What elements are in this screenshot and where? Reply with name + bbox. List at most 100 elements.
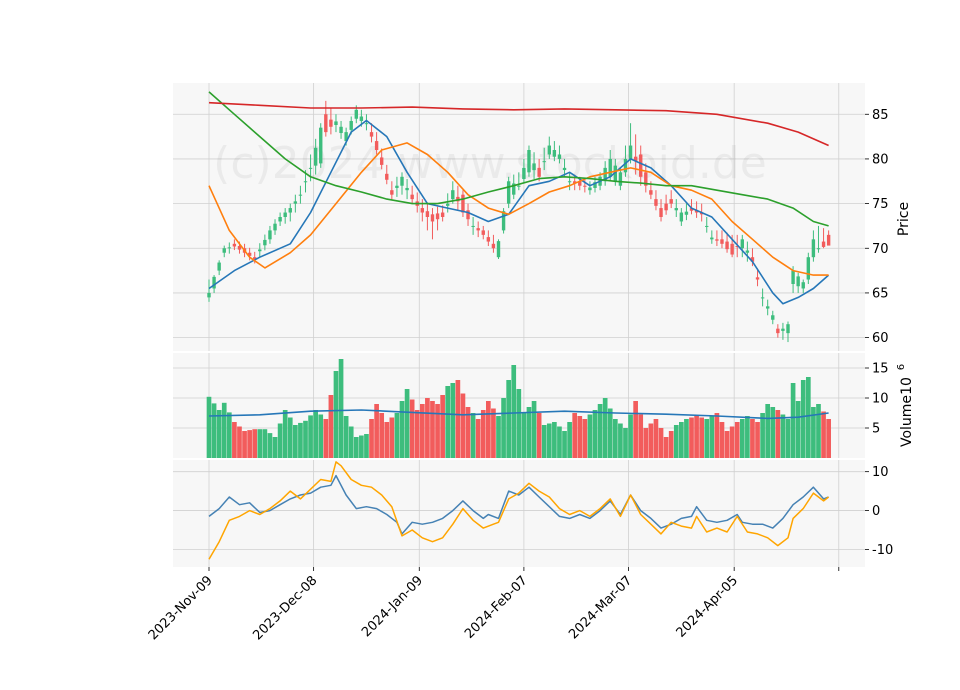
volume-bar (419, 404, 425, 458)
volume-bar (318, 414, 324, 458)
candle-body (491, 243, 496, 249)
candle-body (247, 252, 252, 256)
price-tick-label: 65 (872, 286, 889, 301)
candle-body (456, 196, 460, 202)
volume-bars (206, 359, 831, 458)
candle-body (811, 239, 816, 258)
volume-bar (394, 413, 400, 458)
volume-scale-label: 10 (899, 377, 915, 395)
volume-bar (470, 413, 476, 458)
candle-body (806, 257, 811, 280)
volume-bar (709, 416, 715, 458)
candle-body (725, 241, 729, 250)
candle-body (476, 228, 480, 231)
candle-body (588, 187, 592, 191)
volume-bar (272, 437, 278, 458)
candle-body (461, 194, 465, 213)
candle-body (745, 250, 750, 253)
candle-body (562, 167, 567, 171)
candle-body (801, 282, 805, 289)
volume-scale-exponent: 6 (896, 364, 907, 370)
candle-body (679, 212, 684, 222)
candle-body (232, 243, 237, 247)
candle-body (222, 248, 226, 253)
candle-body (623, 158, 628, 173)
volume-bar (298, 422, 303, 458)
candle-body (374, 141, 379, 150)
volume-bar (597, 404, 603, 458)
candle-body (750, 257, 755, 262)
candle-body (771, 315, 775, 320)
candle-body (268, 230, 272, 240)
candle-body (583, 185, 587, 187)
volume-bar (679, 422, 684, 458)
oscillator-tick-label: 10 (872, 465, 889, 480)
volume-bar (602, 398, 608, 458)
candle-body (659, 208, 663, 217)
candle-body (451, 190, 455, 200)
candle-body (501, 211, 506, 231)
volume-bar (745, 416, 750, 458)
volume-bar (409, 399, 415, 458)
candle-body (217, 262, 221, 271)
volume-bar (633, 401, 638, 458)
volume-bar (491, 408, 496, 458)
candle-body (319, 127, 323, 164)
volume-bar (237, 426, 242, 458)
volume-bar (211, 403, 217, 458)
volume-bar (359, 435, 364, 458)
candle-body (796, 276, 800, 287)
candle-body (410, 194, 414, 200)
candle-body (329, 119, 333, 127)
price-tick-label: 60 (872, 331, 889, 346)
candle-body (542, 161, 546, 163)
volume-bar (496, 416, 501, 458)
candle-body (710, 237, 714, 240)
oscillator-tick-label: -10 (872, 543, 893, 558)
volume-bar (277, 423, 283, 458)
candle-body (471, 225, 475, 227)
volume-bar (628, 414, 633, 458)
volume-bar (704, 419, 710, 458)
candle-body (344, 132, 348, 142)
volume-bar (760, 413, 765, 458)
candle-body (400, 176, 404, 186)
volume-bar (785, 419, 791, 458)
volume-bar (308, 415, 313, 458)
volume-bar (755, 422, 760, 458)
candle-body (755, 277, 760, 280)
candle-body (527, 150, 531, 173)
price-tick-label: 80 (872, 152, 889, 167)
oscillator-blue-line (208, 474, 829, 535)
volume-bar (729, 426, 735, 458)
candle-body (760, 297, 765, 299)
volume-bar (562, 431, 567, 458)
volume-bar (506, 380, 512, 458)
volume-bar (399, 401, 405, 458)
volume-bar (623, 428, 628, 458)
candle-body (730, 243, 734, 255)
candle-body (705, 225, 709, 227)
candle-body (506, 181, 511, 204)
volume-bar (739, 419, 745, 458)
volume-bar (257, 429, 263, 458)
candle-body (608, 158, 612, 177)
volume-bar (689, 417, 694, 458)
volume-bar (465, 407, 471, 458)
candle-body (664, 203, 668, 211)
candle-body (776, 328, 780, 334)
volume-bar (826, 419, 831, 458)
volume-bar (267, 433, 273, 458)
volume-bar (724, 431, 730, 458)
candle-body (446, 203, 450, 206)
candle-body (552, 150, 557, 157)
candle-body (791, 270, 795, 284)
volume-bar (770, 407, 776, 458)
candle-body (405, 187, 409, 191)
volume-bar (699, 417, 705, 458)
volume-bar (343, 416, 349, 458)
volume-bar (572, 413, 578, 458)
volume-bar (232, 422, 237, 458)
x-tick-label: 2023-Nov-09 (146, 573, 216, 643)
